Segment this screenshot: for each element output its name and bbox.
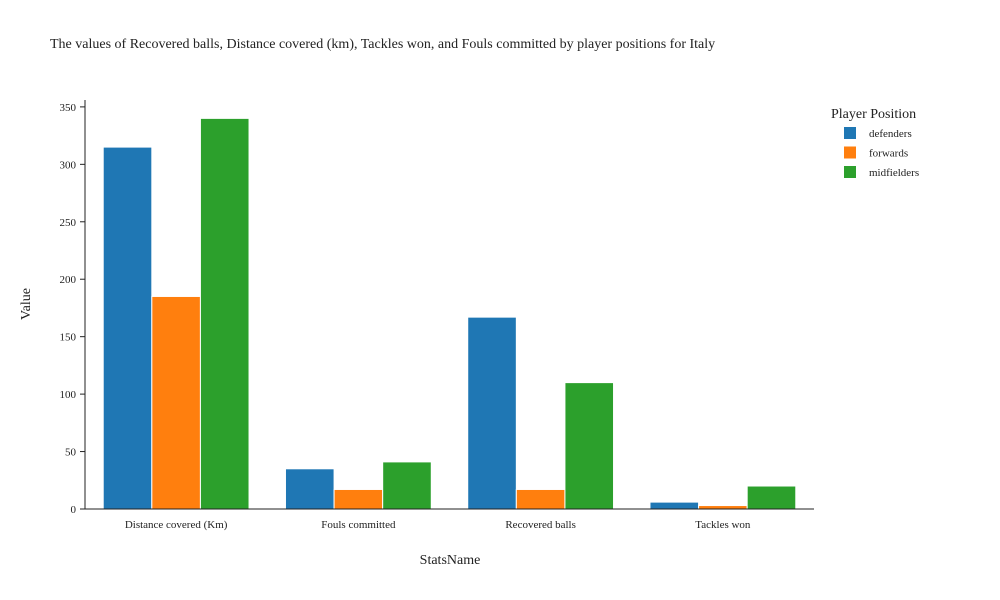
legend-label-midfielders: midfielders [869,167,919,179]
legend-swatch-defenders [844,127,856,139]
y-tick-label: 250 [60,217,77,229]
legend-title: Player Position [831,107,916,122]
x-tick-label: Recovered balls [505,519,576,531]
legend-swatch-forwards [844,146,856,159]
bar-midfielders-2 [564,382,615,510]
y-tick-label: 200 [60,274,77,286]
y-tick-label: 300 [60,159,77,171]
y-axis: 0 50 100 150 200 250 300 350 [60,100,86,516]
bar-forwards-2 [515,488,566,510]
x-tick-label: Fouls committed [321,519,396,531]
bar-forwards-1 [333,488,384,510]
legend: Player Position defenders forwards midfiel… [831,107,919,179]
bar-defenders-1 [284,468,335,510]
y-tick-label: 50 [65,447,77,459]
bar-midfielders-3 [746,485,797,510]
x-axis-title: StatsName [420,553,481,568]
bar-midfielders-0 [199,117,250,510]
bar-defenders-3 [649,501,700,510]
y-tick-label: 150 [60,332,77,344]
bar-forwards-3 [698,505,748,510]
bars-group [102,117,797,510]
legend-label-defenders: defenders [869,128,912,140]
bar-defenders-2 [467,316,517,510]
bar-midfielders-1 [382,461,432,510]
x-tick-label: Tackles won [695,519,751,531]
bar-defenders-0 [102,146,153,510]
y-tick-label: 100 [60,389,77,401]
y-tick-label: 0 [71,504,77,516]
legend-swatch-midfielders [844,166,856,178]
x-axis: Distance covered (Km) Fouls committed Reco… [85,508,814,531]
y-tick-label: 350 [60,102,77,114]
chart-title: The values of Recovered balls, Distance … [50,37,716,52]
legend-label-forwards: forwards [869,148,908,160]
y-axis-title: Value [19,288,34,320]
bar-forwards-0 [151,295,201,510]
x-tick-label: Distance covered (Km) [125,519,228,531]
